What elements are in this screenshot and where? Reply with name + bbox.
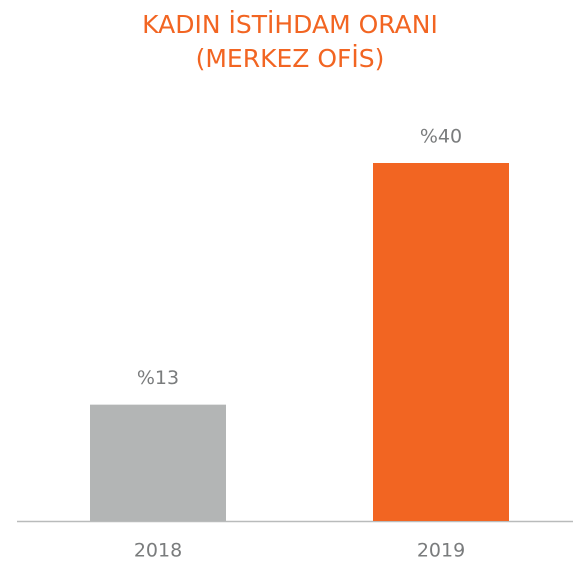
value-label: %13 xyxy=(137,367,179,389)
x-tick-label: 2018 xyxy=(134,540,182,562)
value-label: %40 xyxy=(420,126,462,148)
chart-subtitle: (MERKEZ OFİS) xyxy=(196,44,385,73)
bar xyxy=(373,163,509,521)
bar xyxy=(90,404,226,521)
chart-title: KADIN İSTİHDAM ORANI xyxy=(142,10,438,39)
x-tick-label: 2019 xyxy=(417,540,465,562)
